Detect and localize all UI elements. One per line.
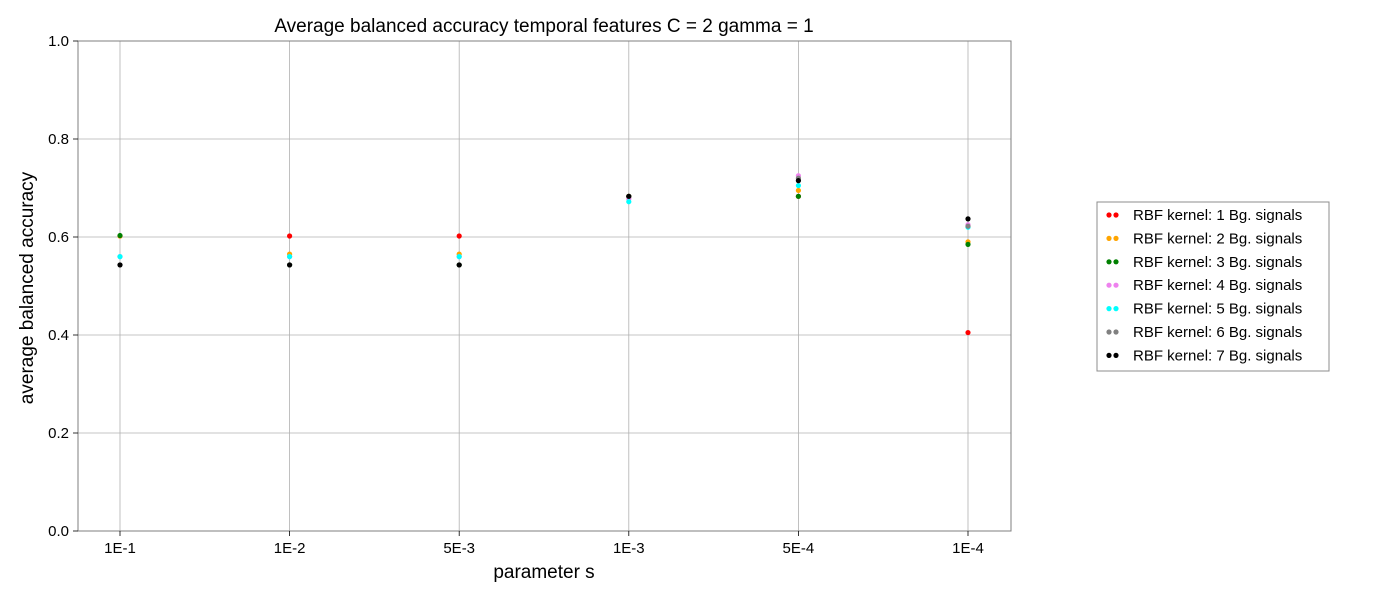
data-point: [965, 216, 971, 222]
legend-marker: [1113, 352, 1119, 358]
y-tick-label: 0.6: [48, 229, 69, 246]
x-axis-ticks: 1E-1 1E-2 5E-3 1E-3 5E-4 1E-4: [104, 531, 984, 557]
legend-label: RBF kernel: 6 Bg. signals: [1133, 324, 1302, 341]
x-axis-label: parameter s: [493, 562, 594, 583]
legend-marker: [1106, 259, 1112, 265]
data-point: [456, 254, 462, 260]
y-tick-label: 0.2: [48, 425, 69, 442]
x-tick-label: 1E-3: [613, 540, 645, 557]
chart-title: Average balanced accuracy temporal featu…: [274, 16, 813, 37]
legend-marker: [1106, 306, 1112, 312]
data-point: [287, 233, 293, 239]
legend-label: RBF kernel: 5 Bg. signals: [1133, 301, 1302, 318]
legend-label: RBF kernel: 1 Bg. signals: [1133, 207, 1302, 224]
legend-label: RBF kernel: 3 Bg. signals: [1133, 254, 1302, 271]
y-tick-label: 0.8: [48, 131, 69, 148]
data-points: [117, 173, 971, 336]
data-point: [795, 178, 802, 184]
data-point: [287, 262, 293, 268]
data-point: [117, 254, 123, 260]
legend-marker: [1113, 282, 1119, 288]
legend-marker: [1113, 329, 1119, 335]
legend-marker: [1106, 235, 1112, 241]
y-tick-label: 1.0: [48, 33, 69, 50]
legend-marker: [1106, 329, 1112, 335]
legend-marker: [1113, 306, 1119, 312]
data-point: [965, 329, 971, 336]
data-point: [626, 199, 632, 205]
data-point: [117, 262, 123, 268]
legend-box: [1096, 201, 1330, 372]
x-tick-label: 5E-4: [783, 540, 815, 557]
legend: RBF kernel: 1 Bg. signals RBF kernel: 2 B…: [1096, 201, 1330, 372]
legend-marker: [1106, 212, 1112, 218]
x-tick-label: 1E-4: [952, 540, 984, 557]
y-tick-label: 0.0: [48, 523, 69, 540]
legend-marker: [1113, 235, 1119, 241]
data-point: [117, 232, 123, 239]
plot-area: [78, 41, 1011, 531]
data-point: [795, 182, 802, 189]
legend-marker: [1113, 259, 1119, 265]
data-point: [287, 254, 293, 260]
data-point: [795, 193, 802, 199]
data-point: [965, 241, 971, 247]
legend-marker: [1106, 282, 1112, 288]
data-point: [626, 193, 632, 199]
legend-marker: [1113, 212, 1119, 218]
legend-label: RBF kernel: 4 Bg. signals: [1133, 277, 1302, 294]
legend-label: RBF kernel: 2 Bg. signals: [1133, 230, 1302, 247]
y-axis-label: average balanced accuracy: [17, 171, 38, 404]
y-axis-ticks: 0.0 0.2 0.4 0.6 0.8 1.0: [48, 33, 78, 540]
legend-label: RBF kernel: 7 Bg. signals: [1133, 347, 1302, 364]
x-tick-label: 1E-1: [104, 540, 136, 557]
data-point: [456, 262, 462, 268]
legend-marker: [1106, 352, 1112, 358]
y-tick-label: 0.4: [48, 327, 69, 344]
data-point: [965, 223, 971, 229]
x-tick-label: 1E-2: [274, 540, 306, 557]
data-point: [795, 187, 802, 194]
data-point: [456, 233, 462, 239]
plot-frame: [77, 40, 1012, 532]
x-tick-label: 5E-3: [443, 540, 475, 557]
